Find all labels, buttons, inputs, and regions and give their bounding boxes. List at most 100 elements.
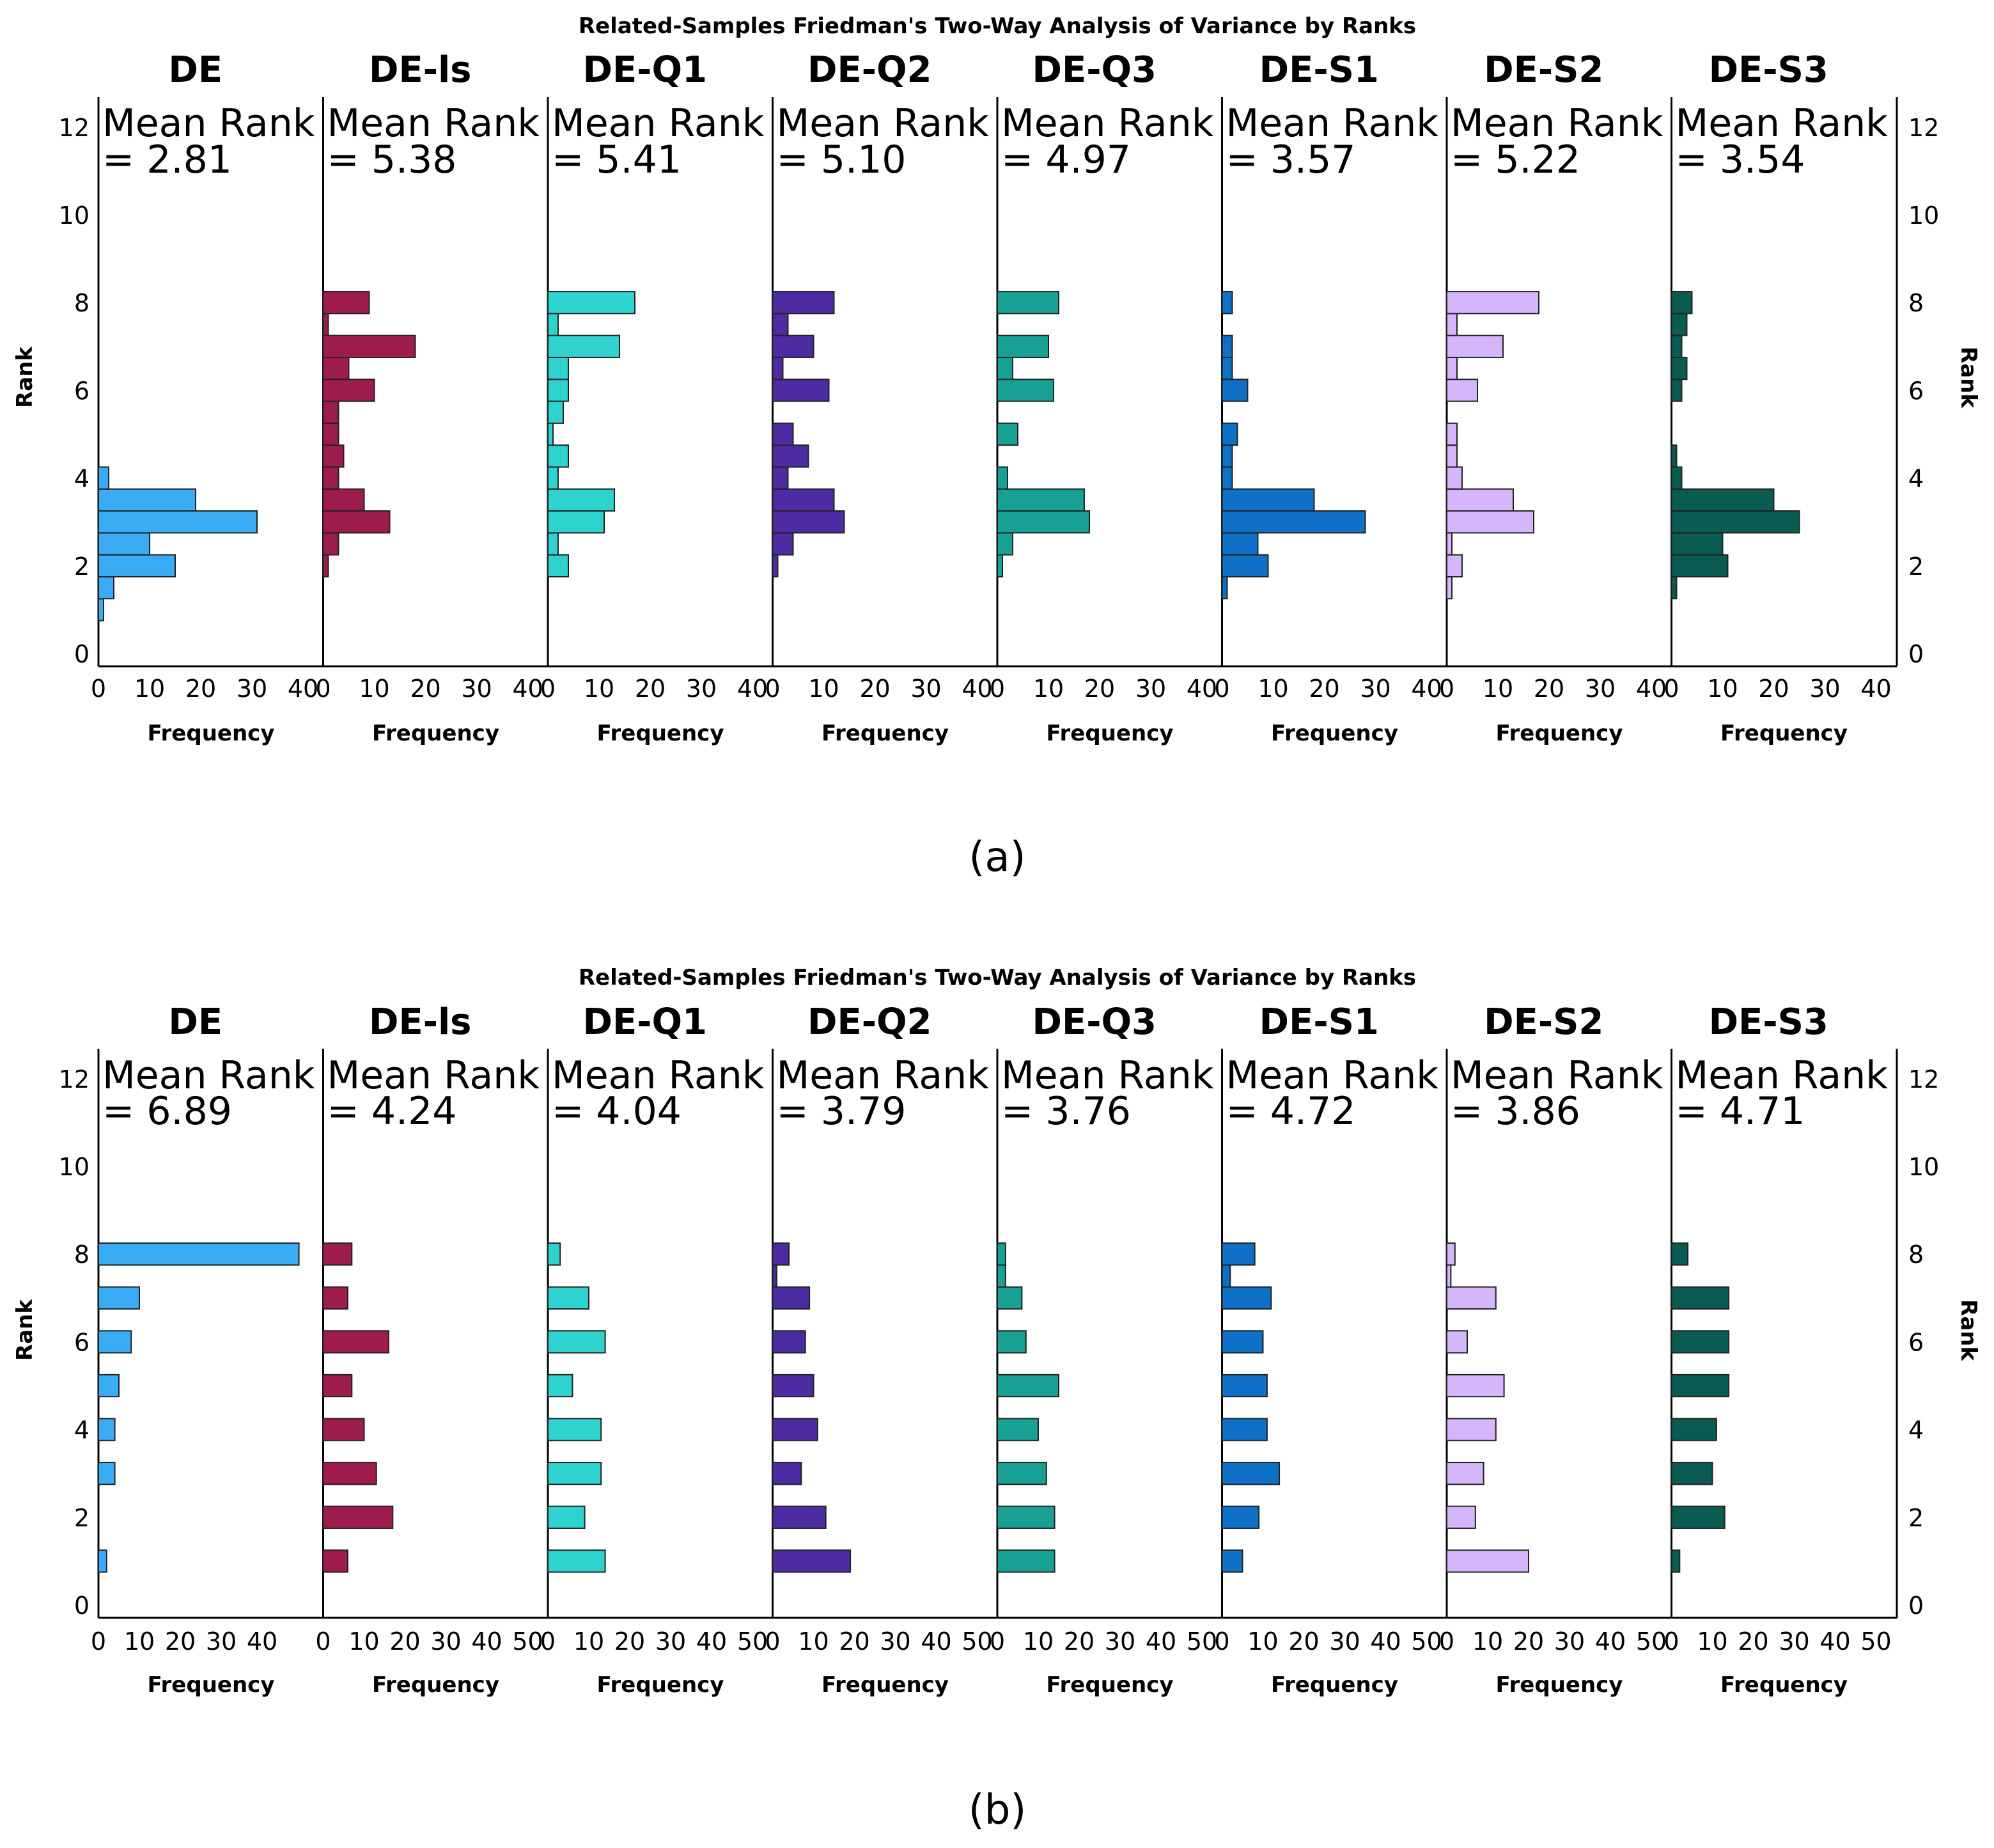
histogram-bar [997,1374,1059,1398]
x-tick-label: 30 [237,675,267,703]
histogram-bar [1446,313,1458,336]
y-tick-label-left: 4 [74,1416,90,1445]
x-tick-label: 0 [1214,675,1229,703]
x-tick-label: 20 [1513,1627,1544,1656]
histogram-bar [1221,334,1233,358]
histogram-bar [547,1374,573,1398]
histogram-bar [772,488,835,512]
chart-a: Related-Samples Friedman's Two-Way Analy… [12,13,1981,881]
x-tick-label: 30 [206,1627,237,1656]
x-tick-label: 10 [584,675,614,703]
histogram-bar [997,291,1059,315]
histogram-bar [322,532,339,556]
x-tick-label: 50 [512,1627,543,1656]
x-tick-label: 40 [1370,1627,1401,1656]
histogram-bar [1446,334,1504,358]
mean-rank-value: = 5.22 [1451,137,1580,182]
x-tick-label: 40 [1187,675,1217,703]
mean-rank-label: Mean Rank [552,101,765,146]
panel-de: DE Mean Rank= 2.81 0 10 20 30 40 Frequency [91,49,318,746]
chart-b: Related-Samples Friedman's Two-Way Analy… [12,965,1981,1834]
x-tick-label: 30 [1585,675,1616,703]
histogram-bar [98,1374,120,1398]
histogram-bar [547,1330,606,1354]
histogram-bar [1221,1330,1264,1354]
x-axis-title: Frequency [1495,1672,1623,1698]
histogram-bar [1446,444,1458,468]
subfigure-caption: (a) [969,834,1025,881]
x-tick-label: 0 [1439,1627,1454,1656]
x-tick-label: 30 [880,1627,910,1656]
x-tick-label: 10 [573,1627,604,1656]
chart-title: Related-Samples Friedman's Two-Way Analy… [579,965,1416,991]
histogram-bar [547,313,559,336]
y-tick-label-left: 8 [74,1241,90,1269]
x-axis-title: Frequency [1046,1672,1173,1698]
histogram-bar [772,1418,818,1441]
histogram-bar [1221,554,1269,577]
x-tick-label: 20 [410,675,440,703]
y-tick-label-left: 2 [74,552,90,581]
histogram-bar [1446,1505,1476,1529]
mean-rank-label: Mean Rank [1451,101,1663,146]
histogram-bar [98,466,109,490]
panel-name: DE [168,1001,222,1043]
y-tick-label-left: 0 [74,1592,90,1620]
histogram-bar [547,532,559,556]
histogram-bar [1446,1286,1497,1310]
y-tick-label-right: 4 [1908,465,1924,493]
histogram-bar [772,334,814,358]
histogram-bar [1671,313,1688,336]
histogram-bar [1446,1462,1484,1485]
x-axis-title: Frequency [596,1672,724,1698]
x-tick-label: 20 [1288,1627,1319,1656]
histogram-bar [547,334,620,358]
histogram-bar [1446,576,1453,600]
histogram-bar [772,510,845,534]
histogram-bar [997,1418,1039,1441]
x-tick-label: 20 [1758,675,1789,703]
histogram-bar [1221,291,1233,315]
histogram-bar [1446,554,1463,577]
histogram-bar [772,1242,790,1266]
x-tick-label: 0 [990,1627,1005,1656]
x-tick-label: 10 [1258,675,1288,703]
x-tick-label: 20 [614,1627,645,1656]
histogram-bar [98,1418,116,1441]
histogram-bar [322,1549,348,1573]
histogram-bar [1221,488,1315,512]
y-tick-label-right: 2 [1908,1504,1924,1532]
x-tick-label: 20 [1084,675,1115,703]
y-tick-label-left: 8 [74,289,90,317]
histogram-bar [1221,466,1233,490]
histogram-bar [1671,1374,1730,1398]
histogram-bar [547,488,615,512]
histogram-bar [98,1330,132,1354]
x-tick-label: 20 [1309,675,1339,703]
mean-rank-value: = 6.89 [102,1089,232,1134]
histogram-bar [322,379,375,402]
histogram-bar [1221,1374,1268,1398]
chart-title: Related-Samples Friedman's Two-Way Analy… [579,13,1416,39]
x-axis-title: Frequency [822,1672,949,1698]
x-tick-label: 30 [1135,675,1166,703]
mean-rank-label: Mean Rank [777,101,990,146]
subfigure-caption: (b) [969,1787,1027,1834]
panel-name: DE-ls [369,1001,472,1043]
histogram-bar [1671,1286,1730,1310]
x-tick-label: 40 [471,1627,502,1656]
x-tick-label: 0 [91,1627,106,1656]
x-tick-label: 30 [1105,1627,1135,1656]
mean-rank-value: = 4.04 [552,1089,682,1134]
histogram-bar [1446,466,1463,490]
panel-name: DE-Q2 [807,49,932,91]
mean-rank-value: = 5.41 [552,137,682,182]
x-tick-label: 40 [1595,1627,1626,1656]
panel-de-q3: DE-Q3 Mean Rank= 4.97 0 10 20 30 40 Frequency [990,49,1217,746]
histogram-bar [98,576,114,600]
histogram-bar [1671,444,1678,468]
histogram-bar [1446,1549,1529,1573]
x-tick-label: 10 [348,1627,379,1656]
mean-rank-label: Mean Rank [1001,101,1214,146]
